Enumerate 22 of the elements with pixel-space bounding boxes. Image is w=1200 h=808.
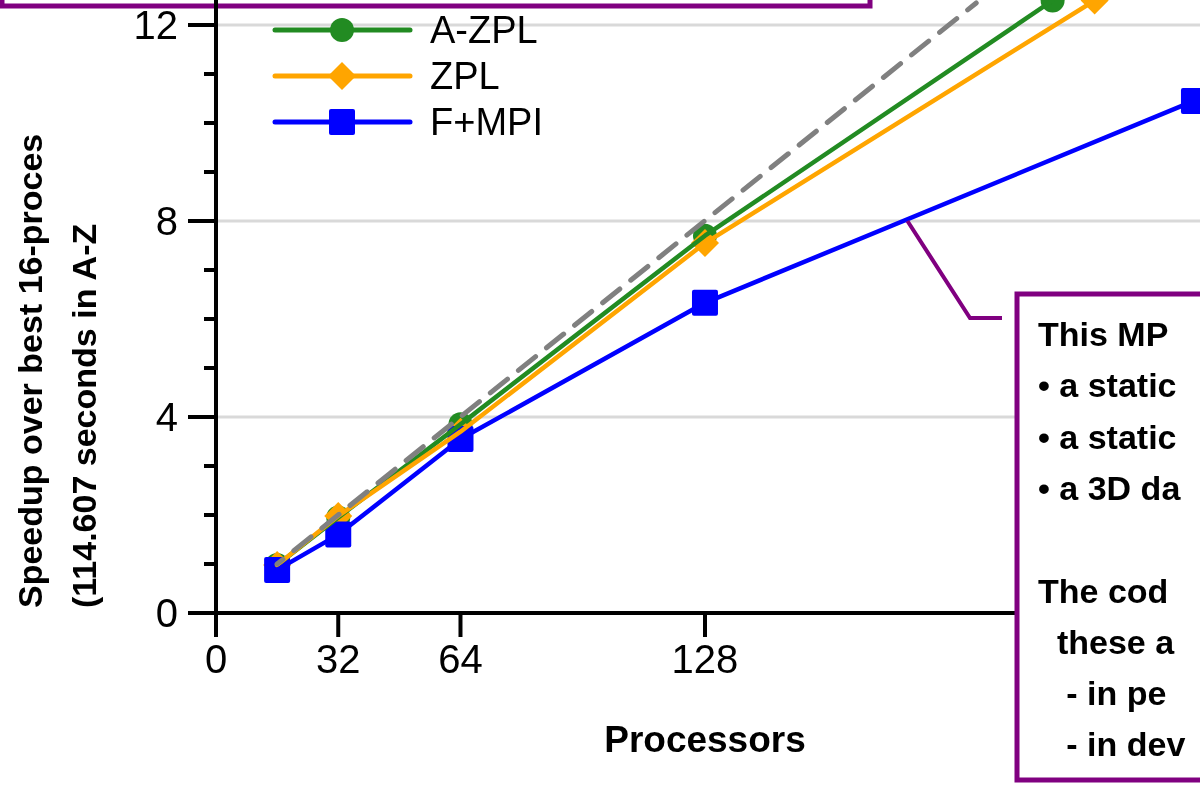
x-tick-label: 128 <box>671 637 739 681</box>
y-tick-label: 0 <box>155 591 178 635</box>
legend-label: ZPL <box>430 55 500 98</box>
x-axis-title: Processors <box>604 719 806 760</box>
x-tick-label: 0 <box>204 637 228 681</box>
x-tick-label: 64 <box>438 637 483 681</box>
x-tick-label: 32 <box>315 637 361 681</box>
annotation: • a static <box>1038 366 1177 405</box>
text: Speedup over best 16-proces <box>11 133 49 608</box>
y-tick-label: 8 <box>155 199 178 243</box>
text: - in pe <box>1038 674 1167 713</box>
y-tick-label: 12 <box>133 3 178 47</box>
annotation: The cod <box>1038 571 1169 610</box>
legend-label: A-ZPL <box>430 9 538 52</box>
text: these a <box>1038 622 1176 661</box>
annotation: This MP <box>1038 315 1169 353</box>
legend-label: F+MPI <box>430 101 543 144</box>
text: - in dev <box>1038 725 1186 764</box>
text: (114.607 seconds in A-Z <box>65 223 103 608</box>
annotation: • a 3D da <box>1038 468 1182 507</box>
annotation: • a static <box>1038 417 1177 456</box>
y-tick-label: 4 <box>155 395 178 439</box>
